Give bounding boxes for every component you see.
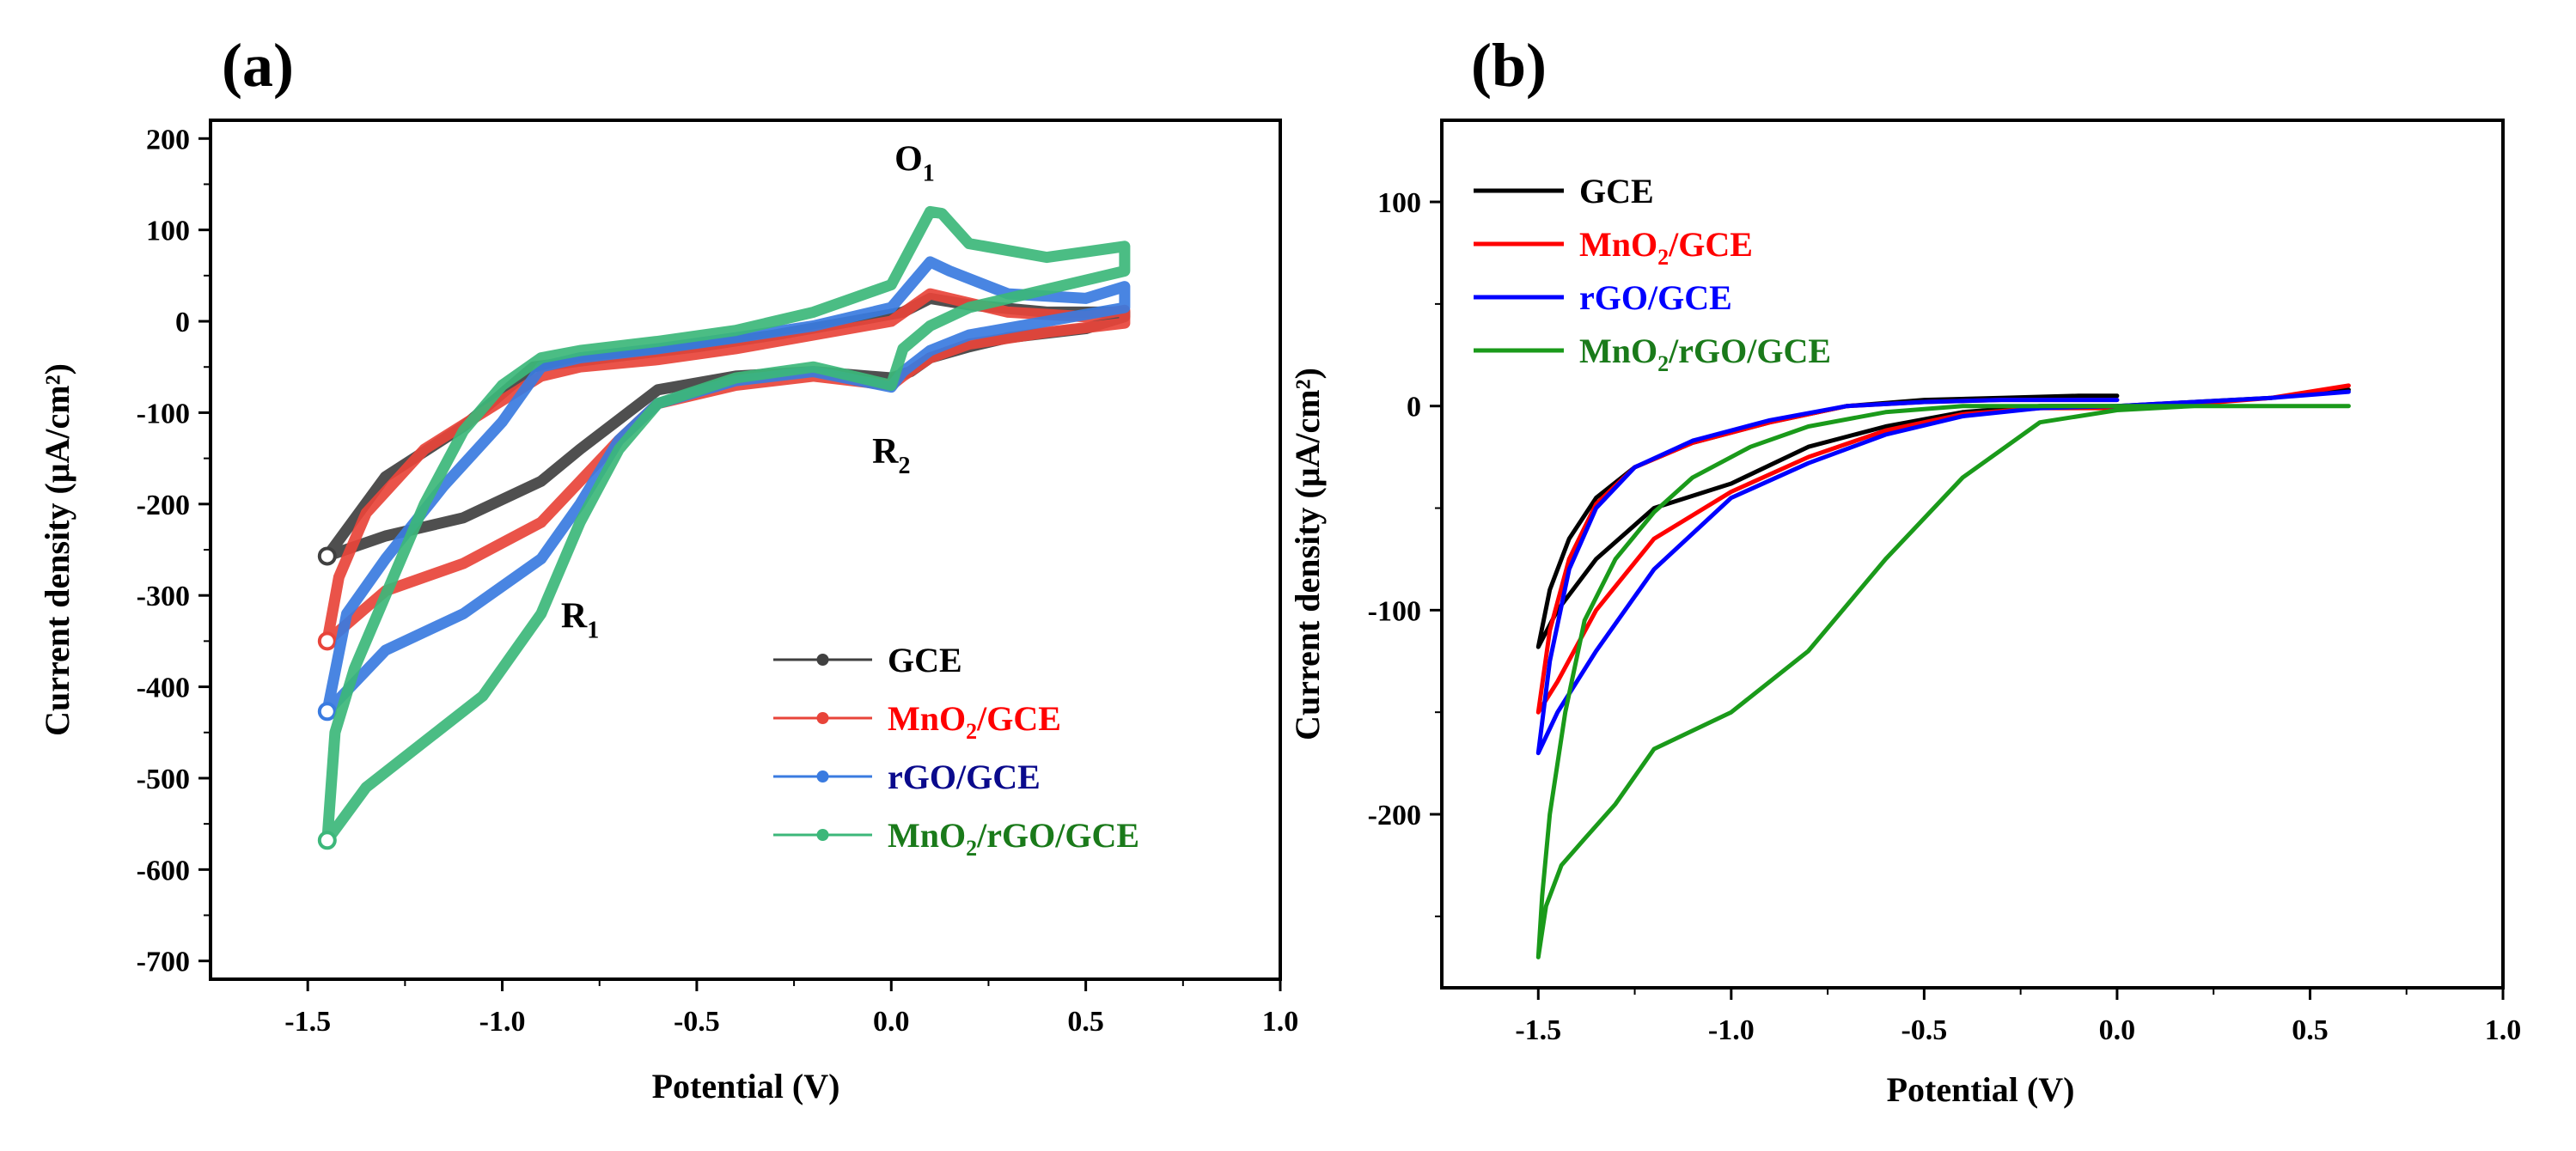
chart-a-series-point-3 bbox=[317, 831, 337, 850]
chart-a-legend-marker-3 bbox=[816, 829, 829, 841]
chart-b-x-tick-label: 0.0 bbox=[2099, 1014, 2136, 1046]
chart-b-legend-label-0: GCE bbox=[1579, 172, 1654, 210]
chart-a-x-tick-label: 0.0 bbox=[873, 1006, 910, 1038]
chart-b-series-line-0 bbox=[1535, 387, 2351, 649]
chart-b-y-tick-label: -100 bbox=[1368, 595, 1421, 627]
chart-a-series bbox=[317, 205, 1131, 850]
chart-b-ticks: -1.5 -1.0 -0.5 0.0 0.5 1.0 100 0 -100 -200 bbox=[1368, 187, 2522, 1046]
chart-a-y-tick-label: -600 bbox=[137, 855, 190, 886]
chart-b-series-line-2 bbox=[1535, 389, 2351, 756]
chart-a-y-tick-label: -400 bbox=[137, 673, 190, 704]
chart-b-y-tick-label: -200 bbox=[1368, 800, 1421, 831]
chart-b-legend: GCE MnO2/GCE rGO/GCE MnO2/rGO/GCE bbox=[1474, 172, 1831, 376]
chart-b-x-tick-label: -1.0 bbox=[1708, 1014, 1755, 1046]
chart-a-series-point-0 bbox=[317, 546, 337, 566]
chart-b-legend-label-1: MnO2/GCE bbox=[1579, 225, 1753, 270]
chart-a-series-line-3 bbox=[321, 205, 1131, 846]
chart-a-legend-label-0: GCE bbox=[888, 641, 962, 679]
chart-b-series-line-1 bbox=[1535, 383, 2351, 715]
chart-b-panel-label: (b) bbox=[1471, 31, 1547, 100]
chart-a-series-point-1 bbox=[317, 631, 337, 651]
chart-b-legend-label-3: MnO2/rGO/GCE bbox=[1579, 332, 1831, 376]
chart-a-x-tick-label: -0.5 bbox=[674, 1006, 720, 1038]
chart-a-legend-label-1: MnO2/GCE bbox=[888, 699, 1061, 744]
chart-b-x-tick-label: 1.0 bbox=[2485, 1014, 2522, 1046]
chart-a: (a) -1.5 -1.0 -0.5 0.0 0.5 1.0 200 100 0 -100 -200… bbox=[38, 31, 1298, 1105]
chart-a-legend-marker-1 bbox=[816, 712, 829, 724]
chart-a-plot-frame bbox=[209, 119, 1282, 981]
chart-b-plot-frame bbox=[1440, 119, 2505, 990]
chart-a-x-tick-label: 1.0 bbox=[1262, 1006, 1299, 1038]
chart-a-y-tick-label: -100 bbox=[137, 398, 190, 429]
chart-a-y-tick-label: 100 bbox=[146, 216, 190, 247]
chart-b-y-tick-label: 0 bbox=[1407, 392, 1421, 423]
chart-a-legend-label-2: rGO/GCE bbox=[888, 758, 1041, 796]
chart-a-ticks: -1.5 -1.0 -0.5 0.0 0.5 1.0 200 100 0 -100 -200 -300… bbox=[137, 124, 1299, 1038]
chart-a-y-tick-label: -200 bbox=[137, 490, 190, 521]
chart-a-annotation-2: R1 bbox=[561, 596, 599, 643]
chart-b: (b) -1.5 -1.0 -0.5 0.0 0.5 1.0 100 0 -100 -200 Po… bbox=[1288, 31, 2521, 1109]
chart-a-legend-marker-0 bbox=[816, 654, 829, 666]
chart-b-x-tick-label: 0.5 bbox=[2292, 1014, 2329, 1046]
chart-a-x-tick-label: -1.5 bbox=[284, 1006, 331, 1038]
chart-a-legend-marker-2 bbox=[816, 770, 829, 783]
chart-a-y-tick-label: -300 bbox=[137, 581, 190, 612]
chart-a-x-tick-label: 0.5 bbox=[1067, 1006, 1104, 1038]
chart-b-series-line-3 bbox=[1535, 404, 2351, 959]
chart-b-y-axis-label: Current density (μA/cm²) bbox=[1288, 368, 1327, 740]
chart-a-y-axis-label: Current density (μA/cm²) bbox=[38, 363, 76, 736]
chart-a-x-tick-label: -1.0 bbox=[479, 1006, 526, 1038]
chart-b-y-tick-label: 100 bbox=[1377, 187, 1421, 219]
chart-b-x-tick-label: -0.5 bbox=[1901, 1014, 1947, 1046]
chart-a-series-point-2 bbox=[317, 702, 337, 722]
chart-a-y-tick-label: 200 bbox=[146, 124, 190, 155]
chart-a-annotation-1: R2 bbox=[872, 432, 910, 479]
chart-b-x-tick-label: -1.5 bbox=[1515, 1014, 1561, 1046]
chart-a-legend-label-3: MnO2/rGO/GCE bbox=[888, 816, 1139, 861]
chart-a-annotations: O1 R2 R1 bbox=[561, 140, 935, 644]
chart-b-series bbox=[1535, 383, 2351, 959]
chart-a-y-tick-label: -500 bbox=[137, 764, 190, 795]
chart-b-x-axis-label: Potential (V) bbox=[1887, 1070, 2075, 1109]
chart-b-legend-label-2: rGO/GCE bbox=[1579, 278, 1732, 317]
chart-a-annotation-0: O1 bbox=[894, 140, 935, 187]
chart-a-panel-label: (a) bbox=[222, 31, 294, 100]
chart-a-x-axis-label: Potential (V) bbox=[652, 1067, 840, 1105]
chart-a-y-tick-label: -700 bbox=[137, 947, 190, 978]
chart-a-legend: GCE MnO2/GCE rGO/GCE MnO2/rGO/GCE bbox=[773, 641, 1139, 861]
chart-a-y-tick-label: 0 bbox=[175, 307, 190, 338]
